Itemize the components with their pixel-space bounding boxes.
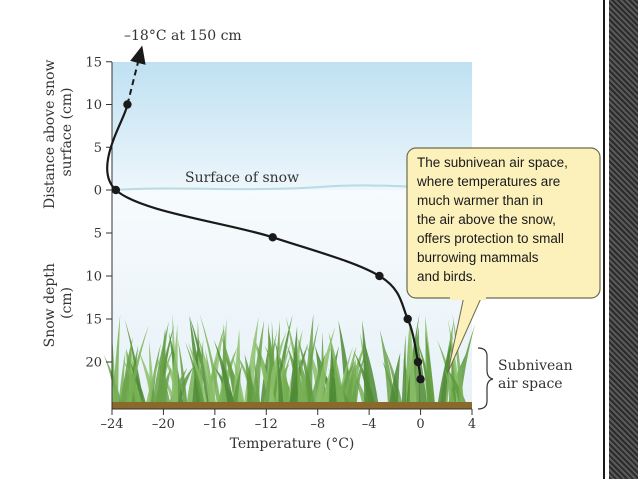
page-border-strip bbox=[609, 0, 638, 479]
data-point-4 bbox=[375, 271, 384, 281]
grass-blade bbox=[315, 326, 336, 403]
grass-blade bbox=[379, 329, 396, 403]
data-point-6 bbox=[413, 357, 423, 367]
grass-blade bbox=[328, 344, 338, 403]
subnivean-label: Subnivean air space bbox=[498, 358, 577, 392]
grass-blade bbox=[328, 331, 345, 403]
data-point-1 bbox=[123, 100, 132, 109]
data-point-2 bbox=[111, 185, 121, 195]
grass-blade bbox=[251, 319, 265, 403]
y-tick-label-below-5: 5 bbox=[94, 227, 102, 242]
grass-blade bbox=[184, 341, 205, 403]
grass-blade bbox=[120, 336, 133, 403]
y-axis-title-below: Snow depth (cm) bbox=[42, 259, 75, 348]
grass-blade bbox=[128, 360, 146, 403]
x-tick-label--4: –4 bbox=[362, 417, 377, 432]
y-tick-label-below-15: 15 bbox=[85, 313, 102, 328]
grass-blade bbox=[217, 346, 238, 403]
grass-blade bbox=[177, 338, 188, 403]
grass-blade bbox=[171, 324, 179, 403]
extrapolation-arrow bbox=[126, 45, 146, 105]
callout-line-7: and birds. bbox=[417, 269, 476, 284]
x-tick-label--16: –16 bbox=[203, 417, 226, 432]
grass-blade bbox=[118, 350, 126, 403]
page-border-line bbox=[603, 0, 605, 479]
grass-blade bbox=[351, 351, 366, 403]
data-point-5 bbox=[403, 314, 412, 324]
x-tick-label--8: –8 bbox=[310, 417, 325, 432]
callout-box: The subnivean air space, where temperatu… bbox=[406, 147, 601, 373]
callout-line-3: much warmer than in bbox=[417, 193, 543, 208]
grass-blade bbox=[425, 331, 435, 403]
grass-blade bbox=[152, 321, 169, 403]
x-tick-label--20: –20 bbox=[152, 417, 175, 432]
top-arrow-label: –18°C at 150 cm bbox=[124, 28, 242, 44]
y-tick-label-above-15: 15 bbox=[85, 55, 102, 70]
y-ticks: 0 5 10 15 5 10 15 20 bbox=[85, 55, 112, 371]
callout-line-4: the air above the snow, bbox=[417, 212, 556, 227]
grass-blade bbox=[437, 333, 454, 403]
grass-blade bbox=[346, 359, 356, 403]
y-axis-title-below-line2: (cm) bbox=[59, 287, 75, 319]
data-points bbox=[111, 100, 425, 384]
grass-blade bbox=[297, 336, 316, 403]
grass-blade bbox=[213, 339, 235, 403]
grass-blade bbox=[112, 314, 121, 403]
grass-blade bbox=[363, 340, 379, 403]
subnivean-label-line2: air space bbox=[498, 376, 563, 392]
grass-blade bbox=[447, 318, 462, 403]
grass-blade bbox=[187, 341, 208, 403]
ground-strip bbox=[112, 402, 472, 409]
x-tick-label-0: 0 bbox=[416, 417, 424, 432]
callout-line-2: where temperatures are bbox=[416, 174, 560, 189]
grass-blade bbox=[389, 352, 401, 403]
grass-blade bbox=[409, 315, 417, 403]
data-point-7 bbox=[416, 375, 425, 384]
grass-blade bbox=[444, 367, 455, 403]
grass-blade bbox=[232, 362, 243, 403]
subnivean-bracket bbox=[477, 347, 494, 410]
grass-blade bbox=[199, 313, 221, 403]
y-axis-title-above-line2: surface (cm) bbox=[59, 87, 75, 176]
callout-line-5: offers protection to small bbox=[417, 231, 564, 246]
grass-blade bbox=[264, 329, 278, 403]
x-tick-label-4: 4 bbox=[468, 417, 476, 432]
x-ticks: –24 –20 –16 –12 –8 –4 0 4 bbox=[100, 409, 476, 432]
grass-blade bbox=[310, 351, 327, 403]
y-tick-label-below-20: 20 bbox=[85, 356, 102, 371]
grass-layer bbox=[103, 313, 476, 403]
x-tick-label--24: –24 bbox=[100, 417, 123, 432]
callout-line-1: The subnivean air space, bbox=[417, 155, 568, 170]
data-point-3 bbox=[268, 233, 277, 242]
snow-surface-label: Surface of snow bbox=[185, 170, 299, 186]
grass-blade bbox=[362, 320, 372, 403]
x-tick-label--12: –12 bbox=[255, 417, 278, 432]
subnivean-label-line1: Subnivean bbox=[498, 358, 573, 374]
grass-blade bbox=[289, 326, 298, 403]
y-tick-label-above-0: 0 bbox=[94, 184, 102, 199]
x-axis-title: Temperature (°C) bbox=[230, 436, 355, 452]
y-axis-title-below-line1: Snow depth bbox=[42, 263, 58, 347]
grass-blade bbox=[122, 359, 143, 403]
grass-blade bbox=[276, 343, 284, 403]
y-tick-label-below-10: 10 bbox=[85, 270, 102, 285]
y-axis-title-above-line1: Distance above snow bbox=[42, 59, 58, 208]
grass-blade bbox=[298, 352, 308, 403]
grass-blade bbox=[401, 334, 407, 403]
grass-blade bbox=[146, 356, 161, 403]
y-tick-label-above-5: 5 bbox=[94, 141, 102, 156]
callout-text: The subnivean air space, where temperatu… bbox=[416, 155, 572, 284]
callout-line-6: burrowing mammals bbox=[417, 250, 539, 265]
y-axis-title-above: Distance above snow surface (cm) bbox=[42, 55, 75, 209]
y-tick-label-above-10: 10 bbox=[85, 98, 102, 113]
